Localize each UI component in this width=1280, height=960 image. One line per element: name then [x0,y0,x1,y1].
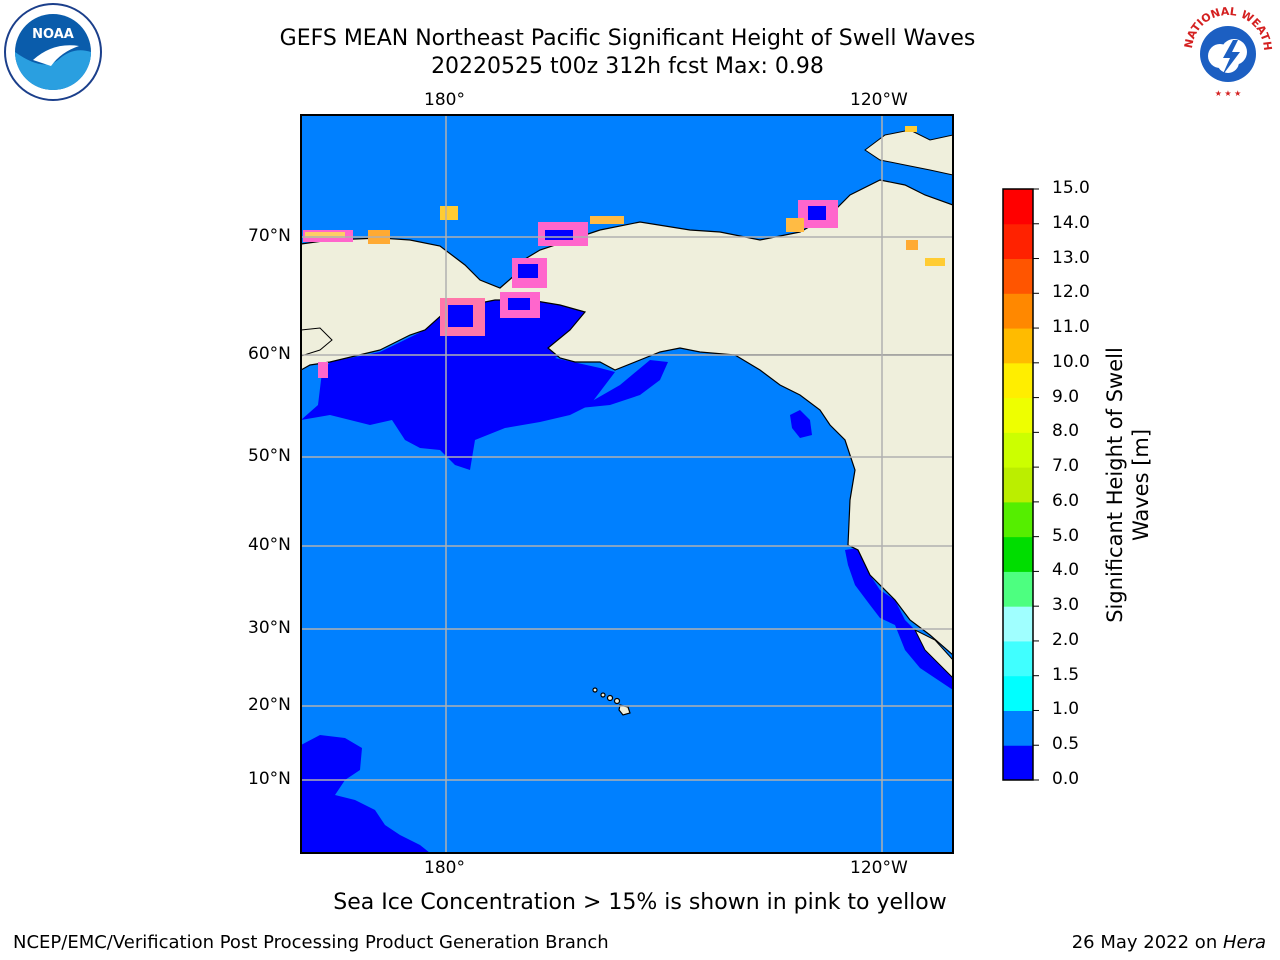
land-chukotka-west [301,327,333,357]
nws-logo: NATIONAL WEATHER SERVICE ★ ★ ★ [1178,2,1275,98]
lat-label-30n: 30°N [248,618,291,638]
colorbar-tick-label: 14.0 [1052,212,1090,233]
lon-label-top-180: 180° [424,90,465,110]
footer-branch: NCEP/EMC/Verification Post Processing Pr… [13,932,609,953]
colorbar-segment [1003,606,1033,642]
lat-label-70n: 70°N [248,226,291,246]
colorbar-segment [1003,432,1033,468]
lat-label-20n: 20°N [248,695,291,715]
bc-coast-low-swell [790,410,812,438]
colorbar-segment [1003,467,1033,503]
lon-label-bottom-180: 180° [424,858,465,878]
land-canada-arctic [864,129,953,176]
colorbar-segment [1003,362,1033,399]
noaa-logo-text: NOAA [32,27,74,42]
footer-host: Hera [1222,932,1266,953]
lon-label-top-120w: 120°W [850,90,908,110]
colorbar-segment [1003,501,1033,538]
colorbar-tick-label: 1.5 [1052,664,1080,685]
colorbar-tick-label: 13.0 [1052,247,1090,268]
colorbar-segment [1003,223,1033,260]
map-frame [300,114,954,854]
lat-label-10n: 10°N [248,769,291,789]
footer-date-text: 26 May 2022 on [1071,932,1223,953]
footer-date: 26 May 2022 on Hera [1072,932,1266,953]
sea-ice-concentration [303,126,945,378]
colorbar-tick-label: 2.0 [1052,629,1080,650]
colorbar-tick-label: 1.0 [1052,699,1080,720]
sea-ice-caption: Sea Ice Concentration > 15% is shown in … [333,890,947,915]
west-coast-low-swell [845,548,953,690]
colorbar-tick-label: 8.0 [1052,421,1080,442]
chart-title: GEFS MEAN Northeast Pacific Significant … [279,26,976,51]
colorbar-segment [1003,745,1033,781]
colorbar-segment [1003,571,1033,607]
colorbar-tick-label: 0.0 [1052,769,1080,789]
colorbar-tick-label: 10.0 [1052,351,1090,372]
lat-label-50n: 50°N [248,446,291,466]
colorbar-segment [1003,397,1033,433]
svg-text:★ ★ ★: ★ ★ ★ [1215,89,1242,98]
colorbar-tick-label: 11.0 [1052,317,1090,338]
colorbar-tick-label: 6.0 [1052,490,1080,511]
colorbar-tick-label: 5.0 [1052,525,1080,546]
colorbar-tick-label: 3.0 [1052,595,1080,616]
colorbar-tick-label: 7.0 [1052,456,1080,477]
colorbar-tick-label: 9.0 [1052,386,1080,407]
colorbar-segment [1003,710,1033,746]
noaa-logo: NOAA [4,3,102,101]
colorbar-segment [1003,536,1033,572]
colorbar-label: Significant Height of Swell Waves [m] [1102,347,1154,623]
colorbar-segment [1003,293,1033,329]
colorbar-label-line2: Waves [m] [1129,428,1153,542]
colorbar-tick-label: 12.0 [1052,282,1090,303]
lon-label-bottom-120w: 120°W [850,858,908,878]
gulf-alaska-low-swell [580,360,668,408]
colorbar-label-line1: Significant Height of Swell [1103,347,1127,623]
colorbar-tick-label: 15.0 [1052,178,1090,198]
chart-subtitle: 20220525 t00z 312h fcst Max: 0.98 [431,54,824,79]
colorbar-segment [1003,328,1033,364]
colorbar-segment [1003,640,1033,677]
colorbar-segment [1003,258,1033,294]
tropical-low-swell [301,735,430,853]
map-grid [301,115,953,853]
land-mexico [913,628,953,679]
colorbar-tick-label: 0.5 [1052,734,1080,755]
lat-label-40n: 40°N [248,535,291,555]
bering-sea-low-swell [301,300,615,470]
colorbar-tick-label: 4.0 [1052,560,1080,581]
lat-label-60n: 60°N [248,344,291,364]
colorbar-segment [1003,189,1033,225]
land-bc-coast [732,354,953,656]
colorbar-segment [1003,675,1033,711]
